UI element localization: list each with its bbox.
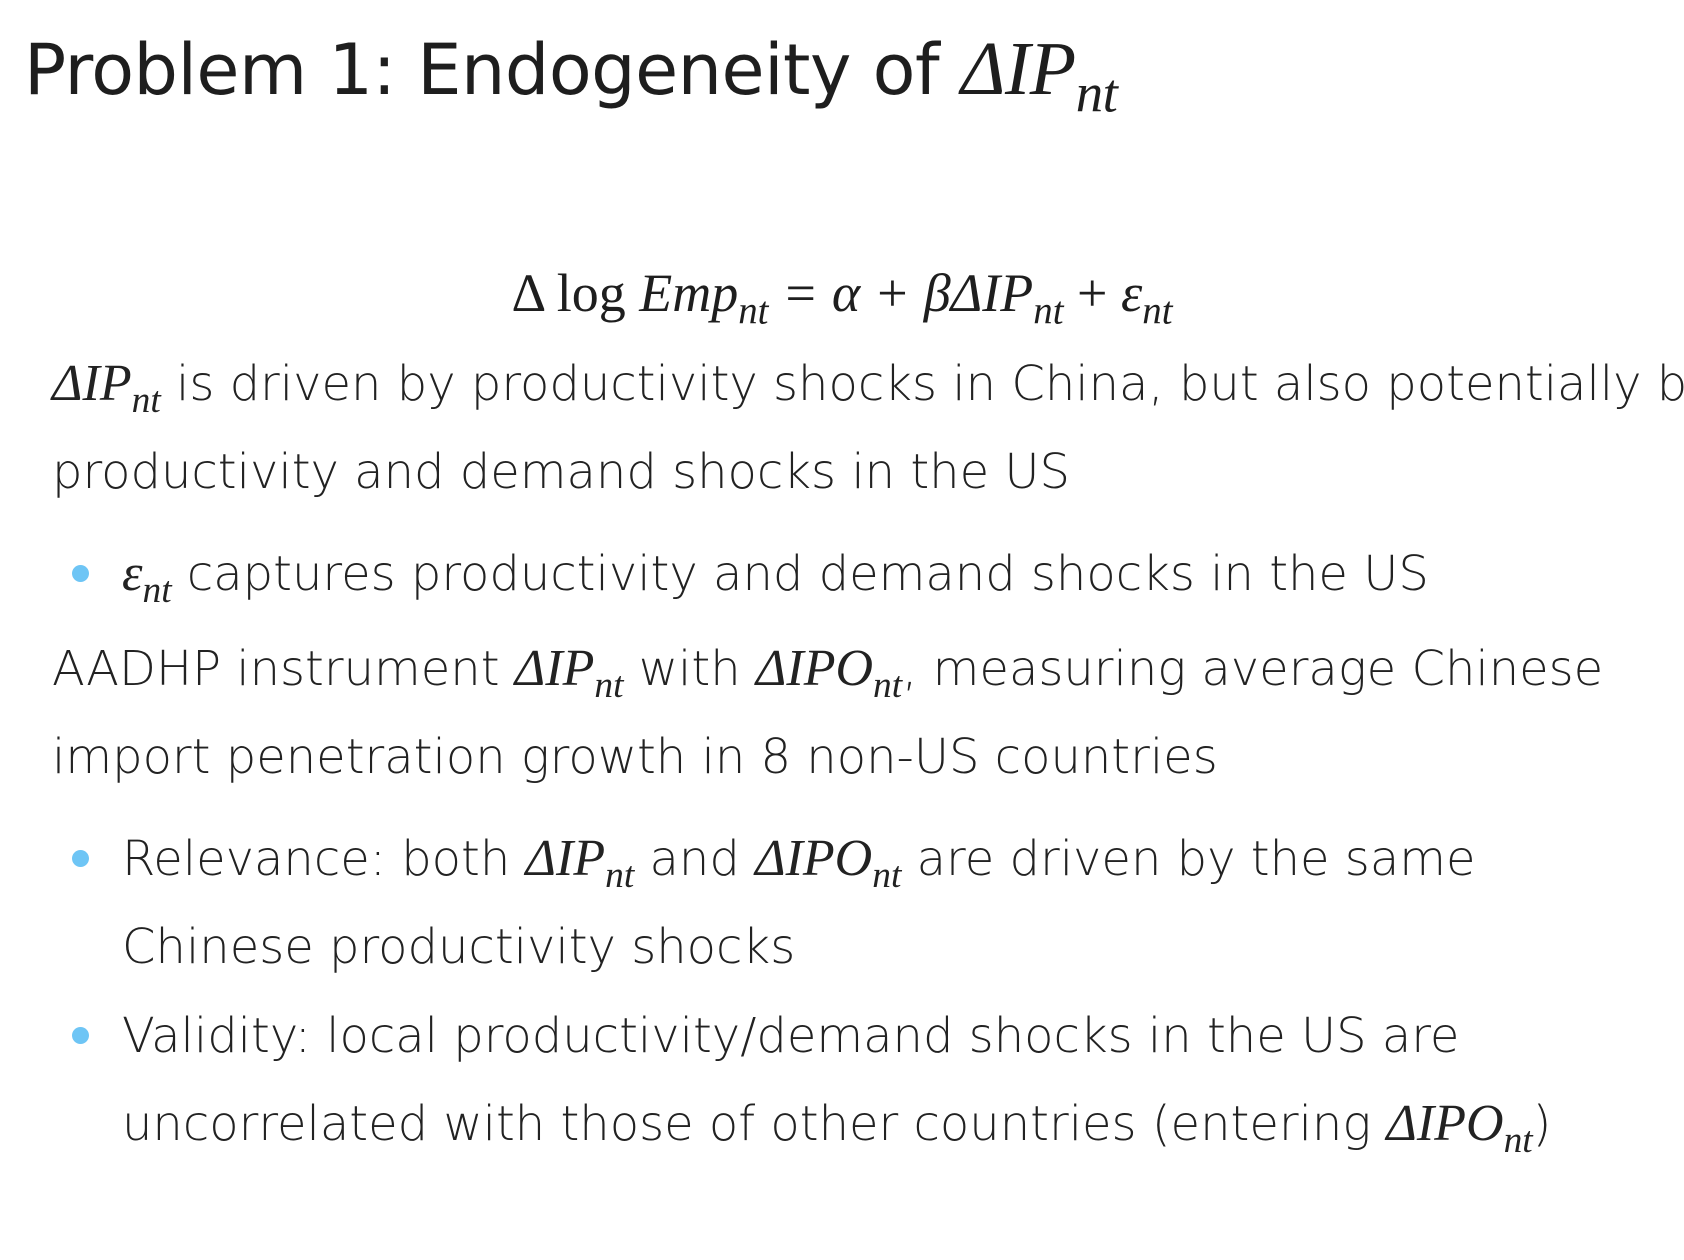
paragraph-instrument: AADHP instrument ΔIPnt with ΔIPOnt, meas… xyxy=(52,625,1603,801)
regression-equation: Δ log Empnt = α + βΔIPnt + εnt xyxy=(511,263,1173,333)
paragraph-line: ΔIPnt is driven by productivity shocks i… xyxy=(52,355,1684,421)
bullet-dot-icon xyxy=(72,565,89,582)
bullet-dot-icon xyxy=(72,1027,89,1044)
slide-title: Problem 1: Endogeneity of ΔIPnt xyxy=(24,24,1118,124)
title-math: ΔIPnt xyxy=(960,27,1118,124)
paragraph-endogeneity: ΔIPnt is driven by productivity shocks i… xyxy=(52,340,1684,516)
paragraph-line: AADHP instrument ΔIPnt with ΔIPOnt, meas… xyxy=(52,640,1604,706)
paragraph-line: productivity and demand shocks in the US xyxy=(52,444,1070,500)
bullet-dot-icon xyxy=(72,850,89,867)
paragraph-line: import penetration growth in 8 non-US co… xyxy=(52,729,1218,785)
title-text: Problem 1: Endogeneity of xyxy=(24,29,961,111)
